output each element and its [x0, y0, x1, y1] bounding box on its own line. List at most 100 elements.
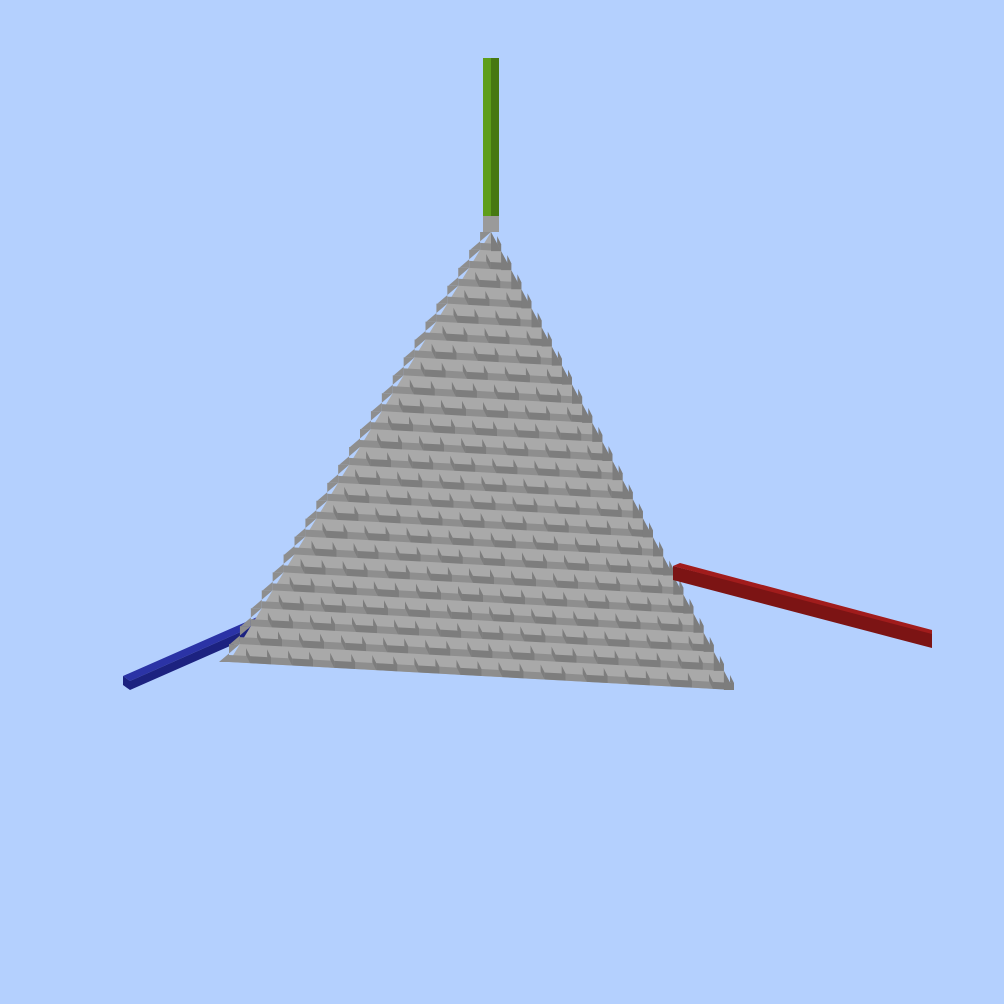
block-side [419, 435, 424, 451]
block-face [442, 518, 464, 527]
block-face [381, 441, 403, 450]
block-side [354, 506, 359, 521]
block-face [392, 386, 414, 395]
block-side [451, 381, 456, 397]
block-side [515, 348, 520, 364]
block-side [310, 577, 315, 593]
block-side [516, 311, 521, 327]
block-face [360, 440, 382, 449]
block-face [451, 611, 473, 620]
block-side [429, 454, 434, 470]
block-face [481, 669, 503, 678]
block-face [409, 572, 431, 581]
block-side [567, 406, 572, 422]
block-face [429, 647, 451, 656]
block-face [292, 658, 314, 667]
block-face [377, 589, 399, 598]
block-side [481, 476, 486, 491]
right-edge-step [511, 270, 530, 290]
block-side [667, 634, 672, 650]
block-side [426, 602, 431, 618]
block-side [430, 417, 435, 433]
block-side [462, 400, 466, 416]
block-face [369, 496, 391, 505]
block-side [494, 347, 499, 363]
block-side [730, 675, 734, 690]
left-edge-step [328, 464, 350, 483]
right-edge-step [673, 575, 692, 595]
block-face [497, 429, 519, 438]
block-face [337, 512, 359, 521]
block-side [396, 508, 401, 524]
block-face [400, 516, 422, 525]
block-face [324, 641, 346, 650]
left-edge-step [219, 644, 240, 662]
block-face [631, 566, 653, 575]
left-edge-step [284, 536, 306, 555]
block-face [456, 352, 478, 361]
block-face [434, 388, 456, 397]
block-face [516, 504, 538, 513]
block-side [341, 597, 346, 613]
block-side [351, 654, 356, 669]
block-side [321, 559, 326, 575]
block-side [458, 548, 463, 564]
block-side [531, 608, 536, 624]
block-side [407, 490, 412, 506]
block-face [359, 477, 381, 486]
block-face [250, 619, 272, 628]
block-face [335, 623, 357, 632]
block-face [497, 392, 519, 401]
block-face [570, 451, 592, 460]
block-side [679, 579, 684, 595]
block-side [598, 426, 603, 442]
block-face [556, 617, 578, 626]
block-side [384, 563, 389, 579]
z-axis-end [123, 676, 130, 690]
x-axis-top [673, 563, 932, 634]
block-face [597, 656, 619, 666]
block-face [587, 637, 609, 646]
block-side [656, 652, 661, 668]
block-face [588, 600, 610, 609]
block-face [381, 404, 403, 413]
block-face [401, 479, 423, 488]
block-side [638, 503, 643, 519]
block-face [358, 514, 380, 523]
block-side [405, 564, 410, 580]
y-axis-side [491, 58, 499, 216]
block-side [636, 614, 641, 630]
block-row [316, 504, 653, 538]
block-side [398, 434, 403, 450]
block-face [282, 602, 304, 611]
block-face [691, 680, 713, 689]
block-side [453, 307, 458, 323]
block-face [368, 533, 390, 542]
block-face [324, 604, 346, 613]
right-edge-step [501, 251, 520, 271]
block-side [332, 541, 337, 557]
block-side [505, 329, 510, 345]
block-row [338, 469, 633, 500]
block-face [313, 659, 335, 668]
block-side [659, 541, 664, 557]
block-face [239, 637, 261, 646]
block-face [508, 374, 530, 383]
block-face [336, 549, 358, 558]
block-side [331, 615, 335, 631]
block-side [586, 481, 591, 497]
block-face [349, 457, 371, 467]
block-side [515, 385, 519, 401]
block-side [452, 344, 457, 360]
block-side [488, 643, 493, 659]
block-side [575, 499, 580, 515]
block-face [433, 462, 455, 471]
block-side [366, 451, 371, 467]
block-side [555, 461, 560, 477]
block-side [299, 595, 304, 611]
block-face [367, 570, 389, 579]
block-side [417, 509, 422, 525]
block-side [565, 480, 570, 496]
block-face [628, 677, 650, 686]
